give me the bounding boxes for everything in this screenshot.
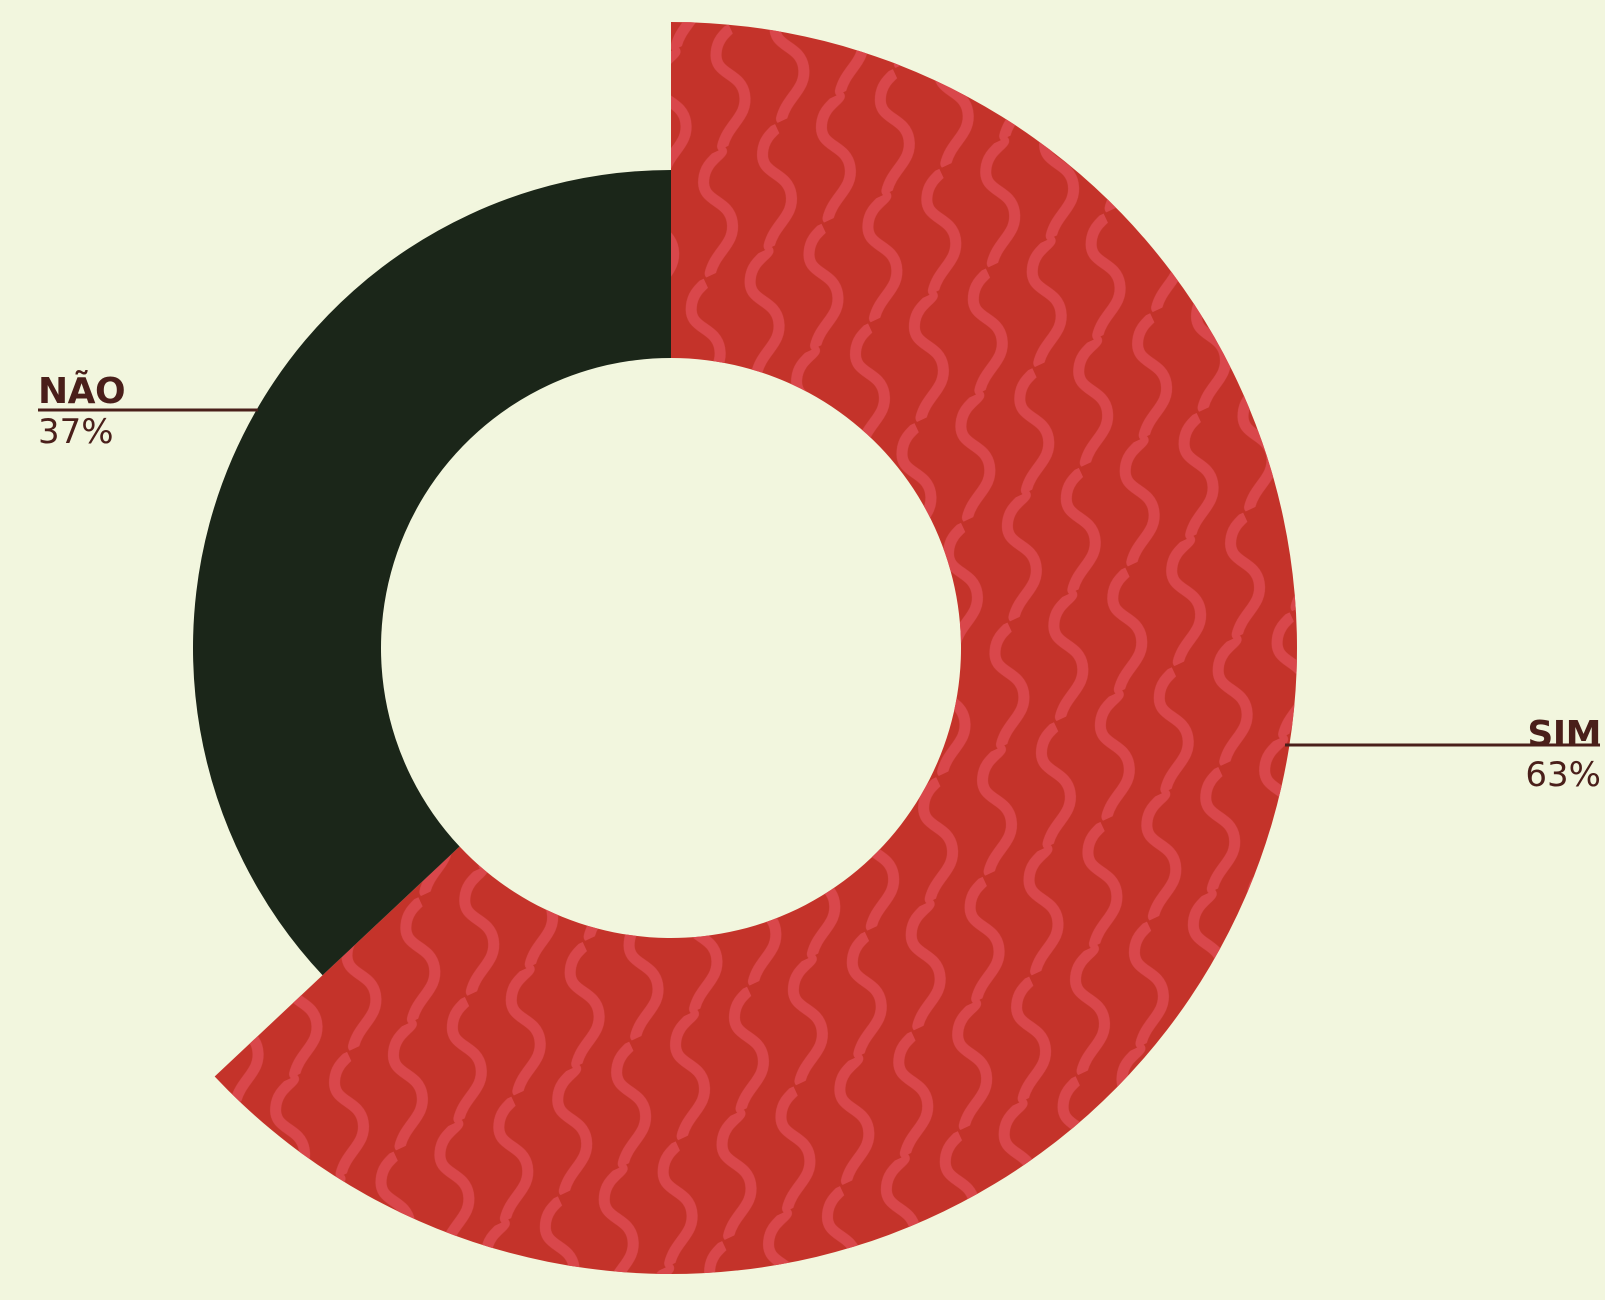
slice-label-nao: NÃO 37% [38,371,126,453]
slice-label-value: 37% [38,412,114,452]
donut-slice-pattern-sim [214,22,1297,1274]
slice-label-name: SIM [1527,714,1601,755]
donut-slice-nao [193,170,671,976]
slice-label-name: NÃO [38,371,126,412]
slice-label-sim: SIM 63% [1525,714,1601,796]
slice-label-value: 63% [1525,755,1601,795]
